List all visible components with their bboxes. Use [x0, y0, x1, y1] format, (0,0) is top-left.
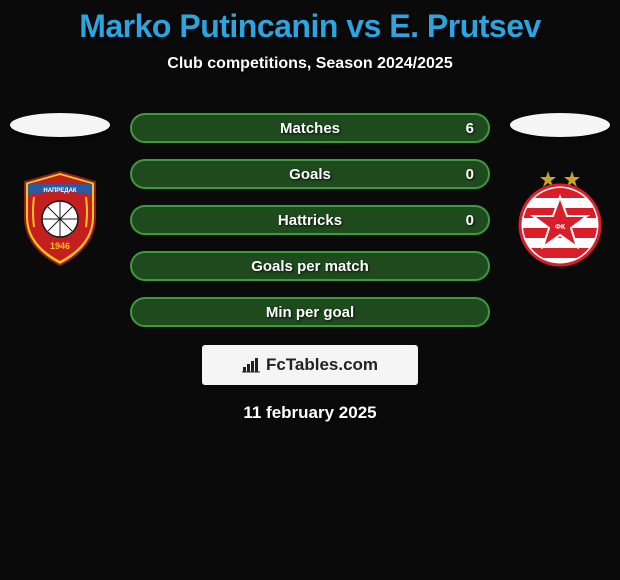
stat-row-min-per-goal: Min per goal [130, 297, 490, 327]
branding-box: FcTables.com [202, 345, 418, 385]
stat-row-hattricks: Hattricks 0 [130, 205, 490, 235]
stat-value: 0 [466, 212, 474, 229]
player-left-placeholder [10, 113, 110, 137]
stats-column: Matches 6 Goals 0 Hattricks 0 Goals per … [110, 113, 510, 327]
subtitle: Club competitions, Season 2024/2025 [0, 55, 620, 73]
stat-row-matches: Matches 6 [130, 113, 490, 143]
branding-logo: FcTables.com [242, 355, 378, 375]
stat-row-goals-per-match: Goals per match [130, 251, 490, 281]
bar-chart-icon [242, 357, 262, 373]
stat-value: 0 [466, 166, 474, 183]
comparison-infographic: Marko Putincanin vs E. Prutsev Club comp… [0, 0, 620, 423]
svg-text:НАПРЕДАК: НАПРЕДАК [43, 188, 77, 194]
napredak-shield-icon: НАПРЕДАК 1946 [10, 167, 110, 267]
stat-label: Min per goal [266, 304, 354, 321]
club-badge-right: ФК [510, 167, 610, 267]
player-left-column: НАПРЕДАК 1946 [10, 113, 110, 267]
crvena-zvezda-badge-icon: ФК [510, 167, 610, 267]
stat-value: 6 [466, 120, 474, 137]
player-right-placeholder [510, 113, 610, 137]
player-right-column: ФК [510, 113, 610, 267]
stat-label: Goals [289, 166, 331, 183]
stat-label: Goals per match [251, 258, 369, 275]
stat-label: Matches [280, 120, 340, 137]
stat-row-goals: Goals 0 [130, 159, 490, 189]
comparison-area: НАПРЕДАК 1946 Matches 6 Goals 0 Hattrick… [0, 113, 620, 327]
svg-text:1946: 1946 [50, 241, 70, 251]
stat-label: Hattricks [278, 212, 342, 229]
club-badge-left: НАПРЕДАК 1946 [10, 167, 110, 267]
svg-text:ФК: ФК [555, 224, 566, 231]
date-text: 11 february 2025 [0, 403, 620, 423]
page-title: Marko Putincanin vs E. Prutsev [0, 8, 620, 45]
branding-text: FcTables.com [266, 355, 378, 375]
